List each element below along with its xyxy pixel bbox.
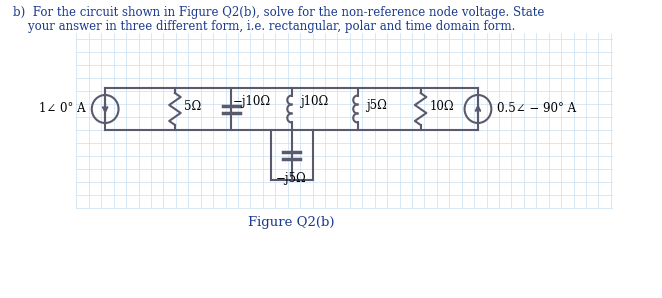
Text: 10Ω: 10Ω	[429, 100, 454, 113]
Text: your answer in three different form, i.e. rectangular, polar and time domain for: your answer in three different form, i.e…	[13, 20, 516, 33]
Text: 1∠ 0° A: 1∠ 0° A	[40, 103, 86, 116]
Text: b)  For the circuit shown in Figure Q2(b), solve for the non-reference node volt: b) For the circuit shown in Figure Q2(b)…	[13, 6, 545, 19]
Text: j5Ω: j5Ω	[366, 100, 387, 113]
Text: j10Ω: j10Ω	[300, 94, 328, 108]
Text: −j10Ω: −j10Ω	[233, 94, 271, 108]
Text: 0.5∠ − 90° A: 0.5∠ − 90° A	[497, 103, 576, 116]
Text: Figure Q2(b): Figure Q2(b)	[248, 216, 335, 229]
Text: 5Ω: 5Ω	[183, 100, 201, 113]
Text: −j5Ω: −j5Ω	[276, 172, 307, 185]
